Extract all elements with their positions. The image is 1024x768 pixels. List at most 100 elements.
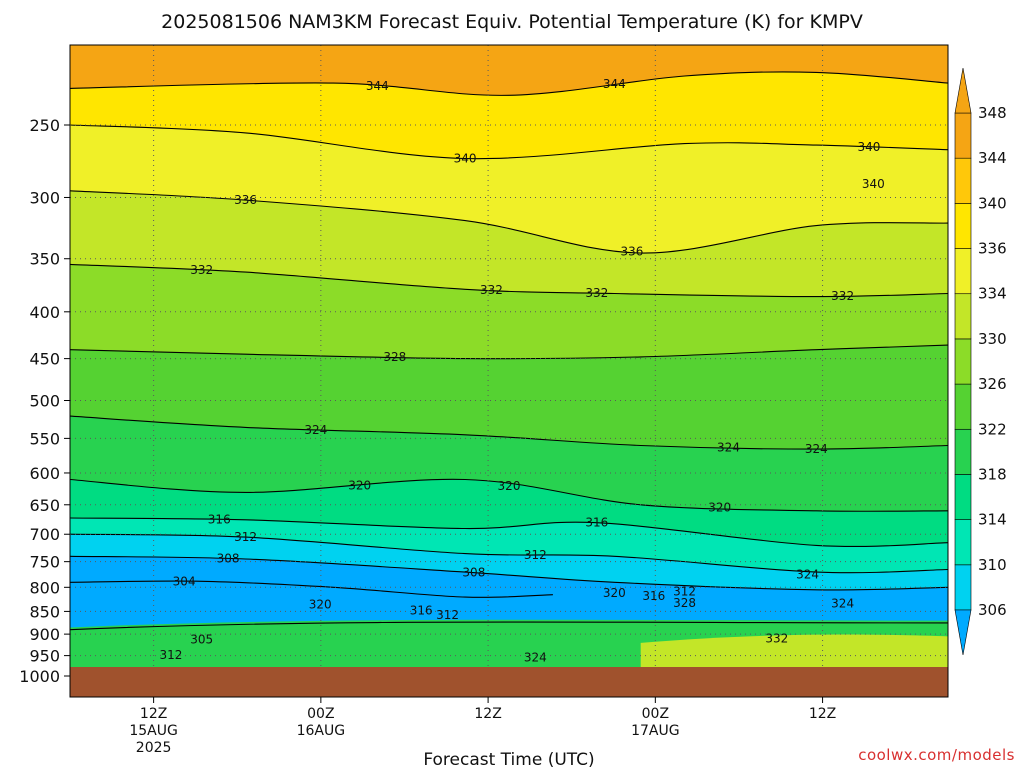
- contour-label: 320: [309, 597, 332, 611]
- contour-line-344: [70, 71, 948, 96]
- y-tick-label: 800: [29, 578, 60, 597]
- y-tick-label: 700: [29, 525, 60, 544]
- contour-label: 340: [454, 152, 477, 166]
- x-tick-label: 15AUG: [129, 723, 178, 739]
- colorbar-segment: [954, 519, 972, 566]
- colorbar-segment: [954, 248, 972, 295]
- colorbar-segment: [954, 157, 972, 204]
- x-tick-label: 12Z: [809, 706, 836, 722]
- colorbar-label: 330: [978, 330, 1007, 348]
- y-tick-label: 1000: [19, 667, 60, 686]
- y-tick-label: 500: [29, 392, 60, 411]
- contour-label: 312: [160, 648, 183, 662]
- x-tick-label: 00Z: [642, 706, 669, 722]
- contour-label: 340: [862, 177, 885, 191]
- contour-label: 332: [190, 263, 213, 277]
- contour-label: 324: [304, 423, 327, 437]
- x-tick-label: 17AUG: [631, 723, 680, 739]
- colorbar-label: 336: [978, 240, 1007, 258]
- colorbar-segment: [954, 564, 972, 611]
- colorbar-label: 310: [978, 556, 1007, 574]
- contour-label: 328: [383, 350, 406, 364]
- contour-line-304: [70, 580, 553, 598]
- y-tick-label: 650: [29, 496, 60, 515]
- contour-label: 340: [858, 140, 881, 154]
- contour-label: 316: [642, 589, 665, 603]
- contour-label: 324: [796, 568, 819, 582]
- x-tick-label: 12Z: [474, 706, 501, 722]
- colorbar: 306 310 314 318 322 326 330 334 336 340 344 348: [954, 67, 1007, 656]
- contour-label: 316: [208, 513, 231, 527]
- colorbar-label: 326: [978, 375, 1007, 393]
- colorbar-top-arrow: [954, 67, 972, 114]
- contour-lines: [70, 71, 948, 631]
- contour-label: 312: [524, 548, 547, 562]
- colorbar-segment: [954, 203, 972, 249]
- colorbar-label: 314: [978, 511, 1007, 529]
- contour-label: 312: [673, 584, 696, 598]
- x-tick-label: 2025: [136, 740, 172, 756]
- contour-label: 336: [620, 244, 643, 258]
- y-tick-label: 950: [29, 647, 60, 666]
- y-tick-label: 250: [29, 116, 60, 135]
- y-tick-label: 400: [29, 303, 60, 322]
- colorbar-label: 306: [978, 601, 1007, 619]
- colorbar-segment: [954, 474, 972, 520]
- colorbar-segment: [954, 112, 972, 159]
- contour-label: 324: [805, 442, 828, 456]
- y-tick-label: 750: [29, 553, 60, 572]
- contour-line-332: [70, 263, 948, 298]
- contour-line-surface: [70, 621, 948, 631]
- plot-frame: [69, 44, 949, 698]
- below-ground-terrain: [70, 667, 948, 697]
- x-tick-label: 12Z: [140, 706, 167, 722]
- colorbar-label: 318: [978, 465, 1007, 483]
- colorbar-label: 348: [978, 104, 1007, 122]
- contour-line-336: [70, 190, 948, 254]
- colorbar-label: 334: [978, 285, 1007, 303]
- y-tick-label: 600: [29, 464, 60, 483]
- contour-label: 320: [708, 501, 731, 515]
- colorbar-segment: [954, 428, 972, 475]
- contour-label: 305: [190, 632, 213, 646]
- contour-label: 312: [234, 530, 257, 544]
- colorbar-segment: [954, 293, 972, 340]
- contour-label: 308: [217, 552, 240, 566]
- y-tick-label: 900: [29, 625, 60, 644]
- contour-label: 324: [831, 596, 854, 610]
- contour-label: 332: [480, 283, 503, 297]
- y-tick-label: 300: [29, 188, 60, 207]
- x-tick-label: 00Z: [307, 706, 334, 722]
- y-tick-label: 550: [29, 429, 60, 448]
- chart-title: 2025081506 NAM3KM Forecast Equiv. Potent…: [161, 11, 863, 33]
- y-axis-ticks: 250 300 350 400 450 500 550 600 650 700 750 800 850 9…: [19, 116, 70, 686]
- contour-label: 312: [436, 608, 459, 622]
- colorbar-segment: [954, 383, 972, 430]
- contour-label: 344: [603, 77, 626, 91]
- plot-area: 344 344 340 340 336 336 332 332 332 332 328 324 324 3…: [70, 45, 948, 667]
- y-tick-label: 450: [29, 350, 60, 369]
- colorbar-label: 340: [978, 194, 1007, 212]
- contour-labels: 344 344 340 340 336 336 332 332 332 332 328 324 324 3…: [160, 77, 885, 665]
- surface-band-fill: [640, 634, 948, 667]
- contour-line-324: [70, 415, 948, 450]
- x-axis-label: Forecast Time (UTC): [423, 750, 594, 768]
- contour-label: 304: [173, 574, 196, 588]
- contour-label: 324: [717, 440, 740, 454]
- colorbar-label: 344: [978, 149, 1007, 167]
- colorbar-label: 322: [978, 420, 1007, 438]
- contour-label: 324: [524, 651, 547, 665]
- contour-label: 332: [765, 632, 788, 646]
- contour-line-340: [70, 124, 948, 160]
- contour-line-320: [70, 478, 948, 512]
- contour-label: 332: [585, 286, 608, 300]
- contour-line-316: [70, 517, 948, 548]
- contour-label: 308: [462, 566, 485, 580]
- grid-lines: [70, 45, 948, 667]
- contour-line-312: [70, 533, 948, 574]
- y-tick-label: 850: [29, 602, 60, 621]
- contour-label: 344: [366, 79, 389, 93]
- contour-label: 328: [673, 596, 696, 610]
